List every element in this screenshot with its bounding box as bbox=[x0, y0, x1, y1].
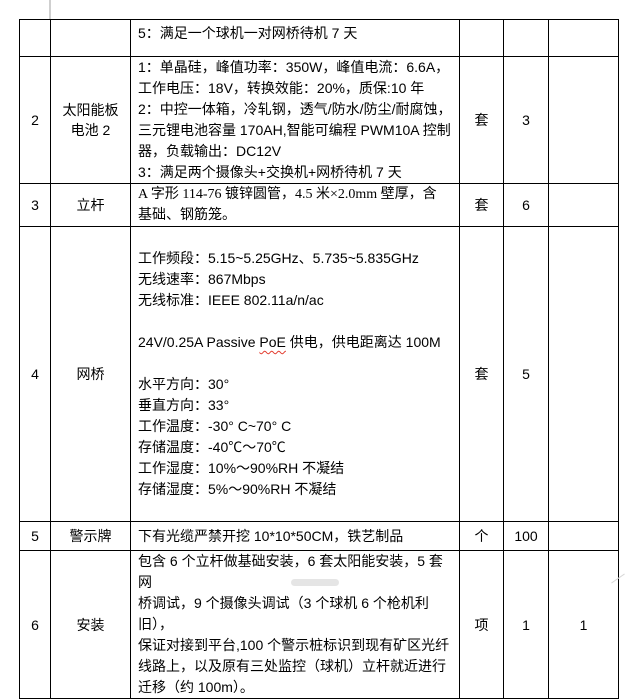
spec-cell[interactable]: 工作频段：5.15~5.25GHz、5.735~5.835GHz 无线速率：86… bbox=[130, 226, 460, 522]
spec-cell[interactable]: 下有光缆严禁开挖 10*10*50CM，铁艺制品 bbox=[130, 521, 460, 551]
seq-cell[interactable]: 5 bbox=[19, 521, 51, 551]
seq-cell[interactable]: 6 bbox=[19, 550, 51, 699]
spec-text: 工作频段：5.15~5.25GHz、5.735~5.835GHz 无线速率：86… bbox=[138, 250, 419, 308]
extra-cell[interactable]: 1 bbox=[548, 550, 619, 699]
extra-cell[interactable] bbox=[548, 226, 619, 522]
spec-text: 下有光缆严禁开挖 10*10*50CM，铁艺制品 bbox=[138, 527, 404, 544]
table-row-pole: 3 立杆 A 字形 114-76 镀锌圆管，4.5 米×2.0mm 壁厚，含 基… bbox=[19, 183, 619, 227]
extra-cell[interactable] bbox=[548, 56, 619, 184]
table-gridline-above-page bbox=[49, 0, 51, 19]
unit-cell[interactable]: 个 bbox=[459, 521, 504, 551]
qty-cell[interactable] bbox=[503, 19, 549, 57]
extra-cell[interactable] bbox=[548, 19, 619, 57]
table-row-wireless-bridge: 4 网桥 工作频段：5.15~5.25GHz、5.735~5.835GHz 无线… bbox=[19, 226, 619, 522]
spellcheck-flagged-word: PoE bbox=[259, 334, 286, 350]
qty-cell[interactable]: 6 bbox=[503, 183, 549, 227]
table-row-installation: 6 安装 包含 6 个立杆做基础安装，6 套太阳能安装，5 套网 桥调试，9 个… bbox=[19, 550, 619, 699]
qty-cell[interactable]: 5 bbox=[503, 226, 549, 522]
seq-cell[interactable]: 4 bbox=[19, 226, 51, 522]
extra-cell[interactable] bbox=[548, 183, 619, 227]
seq-cell[interactable]: 2 bbox=[19, 56, 51, 184]
spec-text: 1：单晶硅，峰值功率：350W，峰值电流：6.6A， 工作电压：18V，转换效能… bbox=[138, 59, 452, 180]
item-name-cell[interactable] bbox=[50, 19, 131, 57]
extra-cell[interactable] bbox=[548, 521, 619, 551]
equipment-spec-table: 5：满足一个球机一对网桥待机 7 天 2 太阳能板 电池 2 1：单晶硅，峰值功… bbox=[19, 19, 619, 699]
spec-cell[interactable]: A 字形 114-76 镀锌圆管，4.5 米×2.0mm 壁厚，含 基础、钢筋笼… bbox=[130, 183, 460, 227]
table-row-continuation: 5：满足一个球机一对网桥待机 7 天 bbox=[19, 19, 619, 57]
unit-cell[interactable]: 套 bbox=[459, 183, 504, 227]
table-row-warning-sign: 5 警示牌 下有光缆严禁开挖 10*10*50CM，铁艺制品 个 100 bbox=[19, 521, 619, 551]
spec-cell[interactable]: 1：单晶硅，峰值功率：350W，峰值电流：6.6A， 工作电压：18V，转换效能… bbox=[130, 56, 460, 184]
qty-cell[interactable]: 1 bbox=[503, 550, 549, 699]
unit-cell[interactable] bbox=[459, 19, 504, 57]
spec-text: 5：满足一个球机一对网桥待机 7 天 bbox=[138, 25, 358, 41]
spec-cell[interactable]: 5：满足一个球机一对网桥待机 7 天 bbox=[130, 19, 460, 57]
spec-text: A 字形 114-76 镀锌圆管，4.5 米×2.0mm 壁厚，含 基础、钢筋笼… bbox=[138, 187, 437, 223]
item-name-cell[interactable]: 警示牌 bbox=[50, 521, 131, 551]
item-name-cell[interactable]: 安装 bbox=[50, 550, 131, 699]
document-page: { "colors": { "table_border": "#000000",… bbox=[19, 0, 625, 699]
seq-cell[interactable]: 3 bbox=[19, 183, 51, 227]
spec-cell[interactable]: 包含 6 个立杆做基础安装，6 套太阳能安装，5 套网 桥调试，9 个摄像头调试… bbox=[130, 550, 460, 699]
poe-line-before: 24V/0.25A Passive bbox=[138, 334, 260, 350]
scrollbar-fragment[interactable] bbox=[291, 579, 339, 586]
item-name-cell[interactable]: 网桥 bbox=[50, 226, 131, 522]
poe-line-after: 供电，供电距离达 100M bbox=[285, 334, 441, 350]
item-name-cell[interactable]: 立杆 bbox=[50, 183, 131, 227]
unit-cell[interactable]: 套 bbox=[459, 56, 504, 184]
qty-cell[interactable]: 100 bbox=[503, 521, 549, 551]
unit-cell[interactable]: 套 bbox=[459, 226, 504, 522]
qty-cell[interactable]: 3 bbox=[503, 56, 549, 184]
unit-cell[interactable]: 项 bbox=[459, 550, 504, 699]
spec-text: 包含 6 个立杆做基础安装，6 套太阳能安装，5 套网 桥调试，9 个摄像头调试… bbox=[138, 553, 450, 695]
table-row-solar-battery: 2 太阳能板 电池 2 1：单晶硅，峰值功率：350W，峰值电流：6.6A， 工… bbox=[19, 56, 619, 184]
spec-text: 水平方向：30° 垂直方向：33° 工作温度：-30° C~70° C 存储温度… bbox=[138, 376, 345, 497]
item-name-cell[interactable]: 太阳能板 电池 2 bbox=[50, 56, 131, 184]
seq-cell[interactable] bbox=[19, 19, 51, 57]
poe-power-line: 24V/0.25A Passive PoE 供电，供电距离达 100M bbox=[138, 332, 455, 353]
